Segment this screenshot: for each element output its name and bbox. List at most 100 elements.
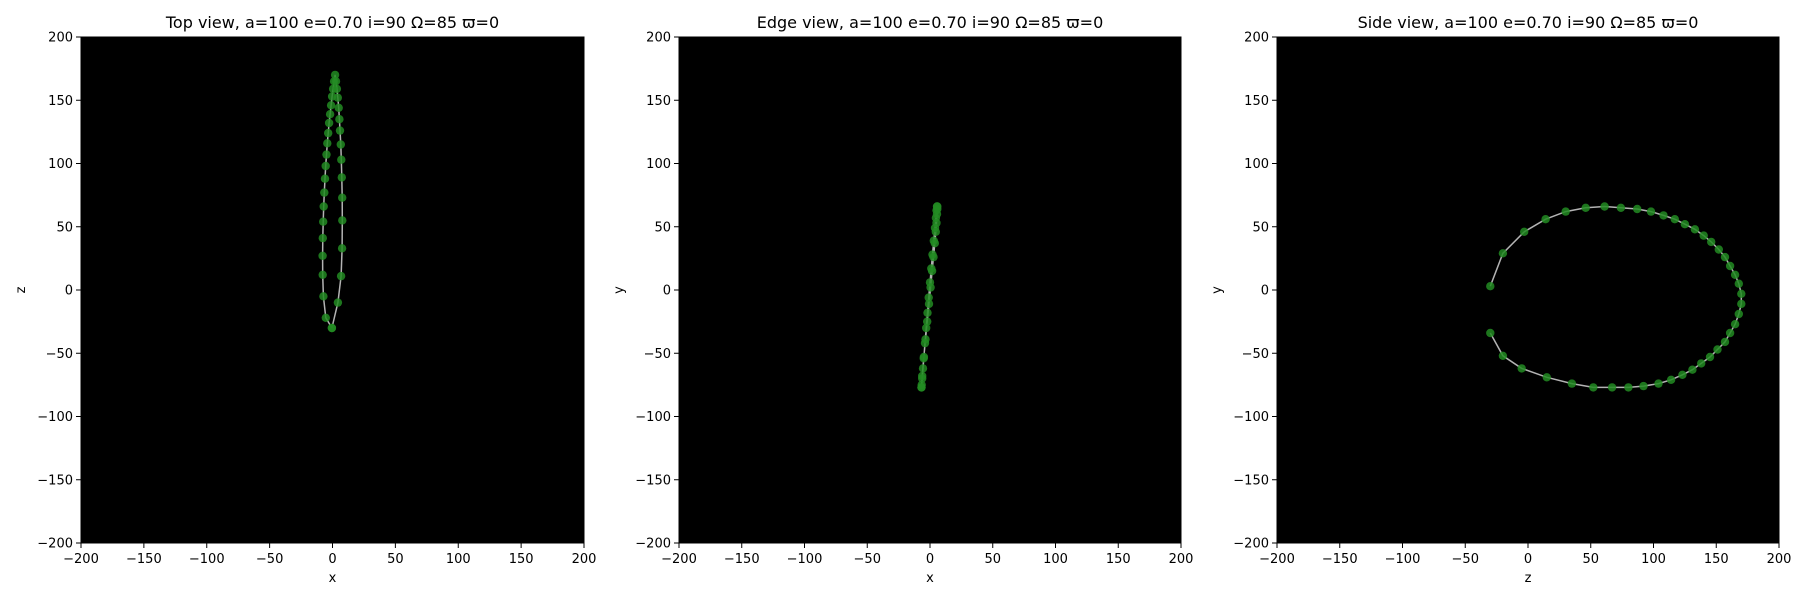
orbit-point xyxy=(1730,270,1740,279)
orbit-point xyxy=(338,193,347,202)
y-tick-label: −200 xyxy=(1233,537,1269,552)
orbit-point xyxy=(335,115,344,124)
orbit-point xyxy=(333,93,342,102)
x-tick-label: 100 xyxy=(1641,552,1666,567)
x-tick-label: −150 xyxy=(724,552,760,567)
orbit-point xyxy=(1725,261,1735,271)
orbit-point xyxy=(1498,249,1508,258)
orbit-point xyxy=(337,244,347,253)
orbit-point xyxy=(1734,279,1744,288)
orbit-point xyxy=(338,216,347,225)
x-tick-label: 0 xyxy=(1524,552,1532,567)
y-axis-label: z xyxy=(14,286,29,293)
orbit-point xyxy=(334,103,343,113)
orbit-point xyxy=(932,218,941,228)
x-tick-label: −100 xyxy=(787,552,823,567)
orbit-point xyxy=(1561,207,1570,216)
orbit-point xyxy=(1725,328,1735,338)
y-tick-label: −50 xyxy=(1242,347,1269,362)
y-tick-label: 50 xyxy=(654,220,671,235)
orbit-point xyxy=(1659,211,1668,220)
x-tick-label: 50 xyxy=(984,552,1001,567)
orbit-point xyxy=(1498,351,1508,360)
x-tick-label: 150 xyxy=(1106,552,1131,567)
orbit-point xyxy=(931,227,940,236)
x-tick-label: 200 xyxy=(1767,552,1792,567)
orbit-point xyxy=(322,150,331,159)
x-tick-label: −50 xyxy=(256,552,283,567)
x-axis-label: x xyxy=(329,571,337,586)
y-tick-label: 150 xyxy=(646,94,671,109)
subplot-1: −200 −150 −100 −50 0 50 100 150 200 −200 −150 −100 −… xyxy=(14,13,596,586)
orbit-point xyxy=(1705,352,1715,362)
y-tick-label: −50 xyxy=(644,347,671,362)
orbit-point xyxy=(333,298,343,307)
y-tick-label: −200 xyxy=(635,537,671,552)
x-tick-label: −150 xyxy=(1322,552,1358,567)
orbit-point xyxy=(323,139,332,148)
orbit-point xyxy=(330,70,340,80)
orbit-point xyxy=(1639,381,1648,391)
orbit-point xyxy=(1541,215,1550,224)
x-tick-label: −200 xyxy=(1259,552,1295,567)
chart-title: Top view, a=100 e=0.70 i=90 Ω=85 ϖ=0 xyxy=(165,13,499,32)
orbit-point xyxy=(1688,365,1697,374)
orbit-point xyxy=(1720,252,1730,262)
x-tick-label: 50 xyxy=(387,552,404,567)
orbit-point xyxy=(318,233,327,243)
orbit-point xyxy=(1697,359,1706,368)
y-tick-label: 50 xyxy=(56,220,73,235)
chart-title: Side view, a=100 e=0.70 i=90 Ω=85 ϖ=0 xyxy=(1358,13,1699,32)
orbit-point xyxy=(926,283,935,292)
y-tick-label: −200 xyxy=(37,537,73,552)
orbit-point xyxy=(321,313,330,322)
orbit-point xyxy=(919,354,928,363)
x-tick-label: −100 xyxy=(1385,552,1421,567)
orbit-point xyxy=(930,239,939,248)
orbit-point xyxy=(1646,207,1656,216)
orbit-point xyxy=(1720,337,1730,347)
orbit-point xyxy=(1517,364,1526,373)
orbit-point xyxy=(918,364,928,373)
x-axis-label: z xyxy=(1525,571,1532,586)
orbit-point xyxy=(1654,379,1663,388)
orbit-point xyxy=(1734,309,1744,319)
orbit-point xyxy=(1690,225,1700,234)
orbit-point xyxy=(922,323,931,333)
x-tick-label: 200 xyxy=(572,552,597,567)
orbit-point xyxy=(332,84,342,94)
y-axis-label: y xyxy=(1210,286,1225,294)
orbit-point xyxy=(337,173,346,182)
x-tick-label: −100 xyxy=(189,552,225,567)
orbit-point xyxy=(1714,245,1724,254)
x-tick-label: −200 xyxy=(661,552,697,567)
x-tick-label: 150 xyxy=(1704,552,1729,567)
orbit-point xyxy=(337,155,346,164)
orbit-point xyxy=(319,202,328,211)
orbit-point xyxy=(918,371,927,381)
subplot-2: −200 −150 −100 −50 0 50 100 150 200 −200 −150 −100 −… xyxy=(612,13,1193,586)
orbit-point xyxy=(320,188,329,197)
orbit-point xyxy=(923,317,932,326)
orbit-point xyxy=(921,335,930,344)
orbit-point xyxy=(1624,383,1633,392)
x-tick-label: −50 xyxy=(854,552,881,567)
orbit-point xyxy=(924,293,933,302)
y-tick-label: 100 xyxy=(48,157,73,172)
y-tick-label: 200 xyxy=(646,31,671,46)
x-tick-label: −200 xyxy=(63,552,99,567)
orbit-point xyxy=(1542,373,1552,382)
orbit-point xyxy=(325,110,335,119)
y-tick-label: 0 xyxy=(663,284,671,299)
y-tick-label: −150 xyxy=(635,473,671,488)
orbit-point xyxy=(927,266,937,276)
orbit-point xyxy=(324,118,334,128)
orbit-point xyxy=(1737,289,1746,298)
x-tick-label: 50 xyxy=(1582,552,1599,567)
orbit-point xyxy=(1600,202,1609,211)
orbit-point xyxy=(932,209,942,219)
orbit-point xyxy=(319,292,328,301)
orbit-point xyxy=(1607,383,1617,392)
orbit-point xyxy=(1670,215,1680,224)
